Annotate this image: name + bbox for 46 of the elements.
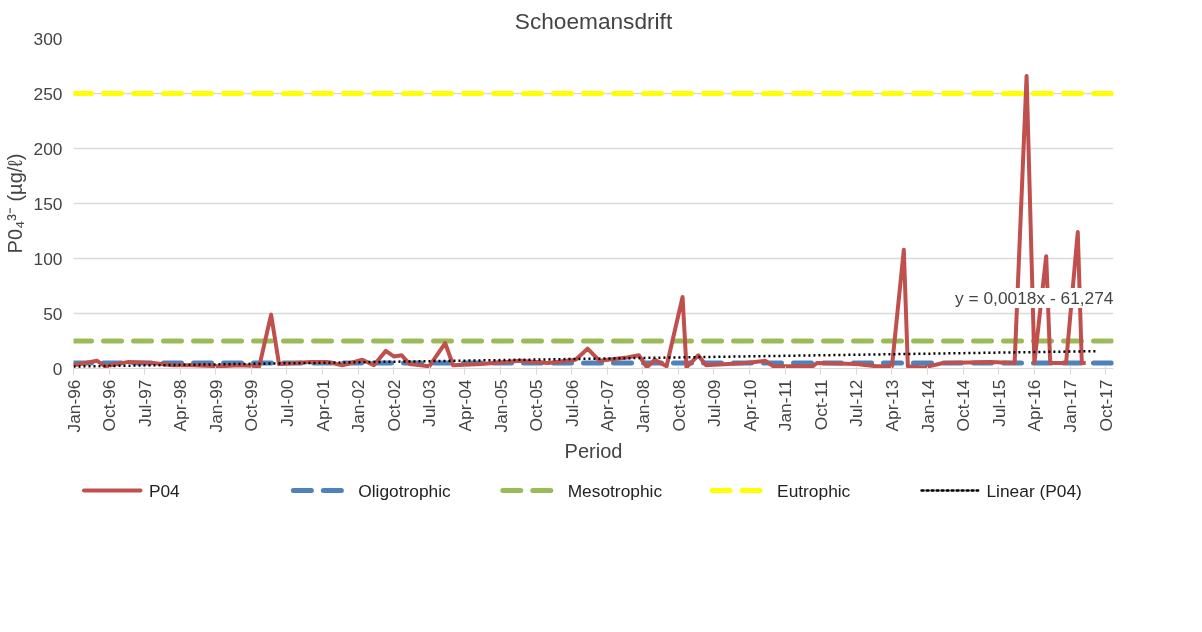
x-tick-label: Oct-11 xyxy=(810,379,831,431)
x-tick-label: Jul-09 xyxy=(704,379,724,427)
legend-label: Mesotrophic xyxy=(567,480,663,501)
y-tick-label: 0 xyxy=(52,358,63,379)
x-tick-label: Apr-01 xyxy=(312,379,333,432)
y-tick-label: 100 xyxy=(33,248,63,269)
x-tick-label: Oct-08 xyxy=(668,379,689,432)
x-axis-title: Period xyxy=(564,440,623,463)
x-tick-label: Jan-14 xyxy=(917,379,938,433)
x-tick-label: Jan-02 xyxy=(348,379,369,433)
y-tick-label: 50 xyxy=(43,303,63,324)
annotation: y = 0,0018x - 61,274 xyxy=(955,288,1114,308)
legend-label: P04 xyxy=(148,480,181,501)
x-tick-label: Oct-05 xyxy=(526,379,547,432)
x-tick-label: Apr-13 xyxy=(881,379,902,432)
y-tick-label: 150 xyxy=(33,193,63,214)
x-tick-label: Jul-03 xyxy=(419,379,440,427)
x-tick-label: Apr-16 xyxy=(1024,379,1045,432)
x-tick-label: Jan-05 xyxy=(490,379,511,433)
y-tick-label: 200 xyxy=(33,138,63,159)
y-tick-label: 250 xyxy=(33,83,63,104)
x-tick-label: Oct-96 xyxy=(99,379,120,432)
x-tick-label: Jan-99 xyxy=(205,379,226,433)
x-tick-label: Jan-96 xyxy=(63,379,84,433)
x-tick-label: Jan-08 xyxy=(632,379,653,433)
x-tick-label: Oct-02 xyxy=(383,379,404,432)
x-tick-label: Jan-11 xyxy=(775,379,796,432)
chart-title: Schoemansdrift xyxy=(514,7,673,34)
legend-label: Oligotrophic xyxy=(358,480,452,501)
x-tick-label: Jul-97 xyxy=(134,379,155,427)
y-tick-label: 300 xyxy=(33,28,63,49)
legend-label: Linear (P04) xyxy=(986,480,1082,501)
x-tick-label: Apr-10 xyxy=(739,379,760,432)
x-tick-label: Oct-14 xyxy=(953,379,974,432)
x-tick-label: Jul-15 xyxy=(988,379,1009,427)
y-axis-title: P0₄³⁻ (µg/ℓ) xyxy=(3,153,26,254)
x-tick-label: Apr-04 xyxy=(454,379,475,432)
x-tick-label: Jul-12 xyxy=(846,379,867,427)
legend-label: Eutrophic xyxy=(777,480,851,501)
x-tick-label: Jul-00 xyxy=(276,379,297,427)
x-tick-label: Jan-17 xyxy=(1060,379,1081,433)
x-tick-label: Apr-07 xyxy=(597,379,618,432)
x-tick-label: Oct-17 xyxy=(1095,379,1116,432)
x-tick-label: Oct-99 xyxy=(241,379,262,432)
x-tick-label: Apr-98 xyxy=(170,379,191,432)
x-tick-label: Jul-06 xyxy=(561,379,582,427)
